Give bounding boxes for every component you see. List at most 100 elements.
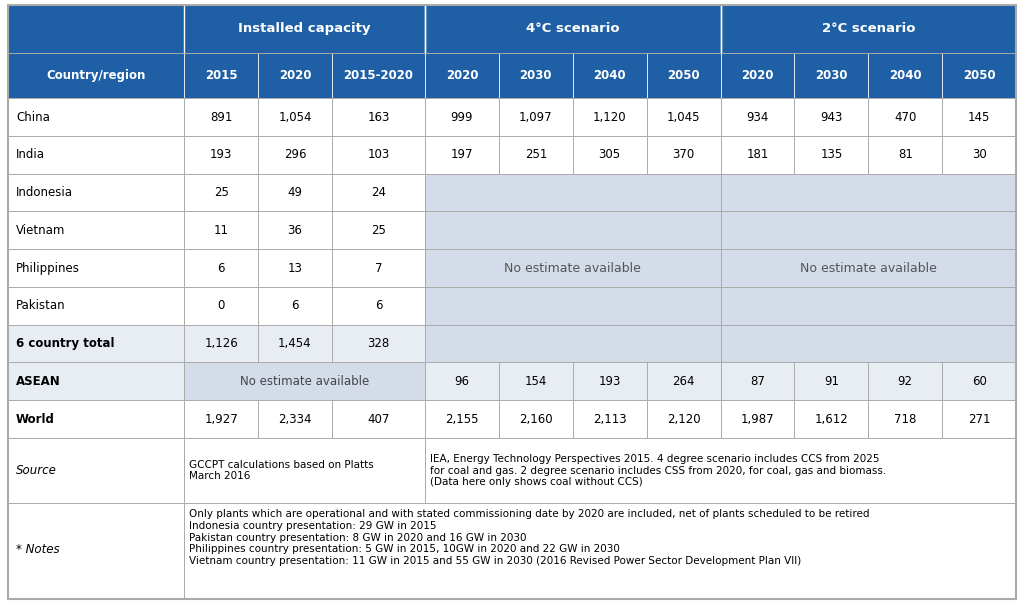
Text: 91: 91: [824, 375, 839, 388]
Text: 87: 87: [750, 375, 765, 388]
Text: 718: 718: [894, 413, 916, 426]
Text: 1,126: 1,126: [204, 337, 238, 350]
Text: 1,120: 1,120: [593, 111, 627, 123]
Bar: [8, 438, 1016, 503]
Text: 264: 264: [673, 375, 695, 388]
Text: 92: 92: [898, 375, 912, 388]
Text: 30: 30: [972, 148, 986, 161]
Bar: [425, 173, 721, 362]
Text: Vietnam: Vietnam: [16, 223, 66, 237]
Bar: [8, 503, 1016, 599]
Text: 470: 470: [894, 111, 916, 123]
Text: 81: 81: [898, 148, 912, 161]
Text: 2020: 2020: [741, 69, 774, 82]
Bar: [8, 400, 1016, 438]
Text: 11: 11: [214, 223, 228, 237]
Text: 251: 251: [524, 148, 547, 161]
Text: 2,155: 2,155: [445, 413, 479, 426]
Text: 999: 999: [451, 111, 473, 123]
Text: 2,120: 2,120: [667, 413, 700, 426]
Bar: [8, 173, 1016, 211]
Text: 2040: 2040: [889, 69, 922, 82]
Bar: [8, 362, 1016, 400]
Text: 305: 305: [599, 148, 621, 161]
Text: 103: 103: [368, 148, 389, 161]
Bar: [8, 325, 1016, 362]
Bar: [721, 173, 1016, 362]
Text: 2,113: 2,113: [593, 413, 627, 426]
Text: Philippines: Philippines: [16, 262, 80, 275]
Text: 1,612: 1,612: [814, 413, 848, 426]
Text: 1,927: 1,927: [204, 413, 238, 426]
Text: 25: 25: [214, 186, 228, 199]
Text: Pakistan: Pakistan: [16, 299, 66, 312]
Text: 296: 296: [284, 148, 306, 161]
Text: 60: 60: [972, 375, 986, 388]
Text: 2015-2020: 2015-2020: [343, 69, 414, 82]
Text: 2030: 2030: [519, 69, 552, 82]
Text: 135: 135: [820, 148, 843, 161]
Text: 197: 197: [451, 148, 473, 161]
Text: 163: 163: [368, 111, 390, 123]
Text: 4°C scenario: 4°C scenario: [526, 22, 620, 36]
Text: 6 country total: 6 country total: [16, 337, 115, 350]
Text: * Notes: * Notes: [16, 542, 59, 556]
Text: 1,987: 1,987: [740, 413, 774, 426]
Text: 2,160: 2,160: [519, 413, 553, 426]
Text: Country/region: Country/region: [46, 69, 145, 82]
Text: 13: 13: [288, 262, 302, 275]
Text: China: China: [16, 111, 50, 123]
Text: 96: 96: [455, 375, 469, 388]
Bar: [8, 53, 1016, 98]
Text: 49: 49: [288, 186, 302, 199]
Bar: [8, 249, 1016, 287]
Text: 2030: 2030: [815, 69, 848, 82]
Text: India: India: [16, 148, 45, 161]
Text: IEA, Energy Technology Perspectives 2015. 4 degree scenario includes CCS from 20: IEA, Energy Technology Perspectives 2015…: [430, 454, 887, 487]
Text: 407: 407: [368, 413, 390, 426]
Text: Source: Source: [16, 464, 57, 477]
Bar: [184, 362, 425, 400]
Bar: [8, 136, 1016, 173]
Text: 943: 943: [820, 111, 843, 123]
Text: 2040: 2040: [594, 69, 626, 82]
Text: No estimate available: No estimate available: [240, 375, 370, 388]
Text: GCCPT calculations based on Platts
March 2016: GCCPT calculations based on Platts March…: [189, 460, 374, 481]
Text: 2°C scenario: 2°C scenario: [821, 22, 915, 36]
Text: 2050: 2050: [963, 69, 995, 82]
Text: 6: 6: [375, 299, 382, 312]
Text: World: World: [16, 413, 55, 426]
Text: 36: 36: [288, 223, 302, 237]
Text: 1,054: 1,054: [279, 111, 311, 123]
Text: Only plants which are operational and with stated commissioning date by 2020 are: Only plants which are operational and wi…: [189, 509, 869, 566]
Text: 2050: 2050: [668, 69, 700, 82]
Text: 6: 6: [291, 299, 299, 312]
Text: 328: 328: [368, 337, 389, 350]
Text: 1,097: 1,097: [519, 111, 553, 123]
Text: 1,454: 1,454: [279, 337, 311, 350]
Bar: [8, 98, 1016, 136]
Text: 154: 154: [524, 375, 547, 388]
Text: 2,334: 2,334: [279, 413, 311, 426]
Text: 0: 0: [217, 299, 224, 312]
Bar: [8, 287, 1016, 325]
Text: 2020: 2020: [279, 69, 311, 82]
Text: ASEAN: ASEAN: [16, 375, 60, 388]
Text: 370: 370: [673, 148, 694, 161]
Text: 271: 271: [968, 413, 990, 426]
Text: 24: 24: [371, 186, 386, 199]
Text: 145: 145: [968, 111, 990, 123]
Text: 193: 193: [599, 375, 621, 388]
Text: 2020: 2020: [445, 69, 478, 82]
Text: 1,045: 1,045: [667, 111, 700, 123]
Text: Installed capacity: Installed capacity: [239, 22, 371, 36]
Text: 7: 7: [375, 262, 382, 275]
Text: No estimate available: No estimate available: [800, 262, 937, 275]
Text: 193: 193: [210, 148, 232, 161]
Text: 891: 891: [210, 111, 232, 123]
Text: Indonesia: Indonesia: [16, 186, 73, 199]
Text: 934: 934: [746, 111, 769, 123]
Text: 6: 6: [217, 262, 225, 275]
Text: No estimate available: No estimate available: [505, 262, 641, 275]
Bar: [8, 5, 1016, 53]
